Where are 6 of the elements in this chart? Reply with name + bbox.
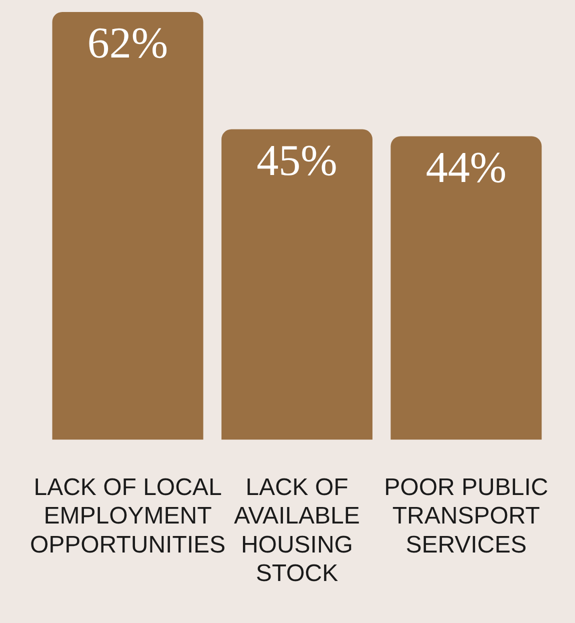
data-label: 44% — [426, 142, 506, 192]
data-label: 62% — [87, 18, 168, 68]
x-tick-label: POOR PUBLIC TRANSPORT SERVICES — [384, 474, 548, 558]
x-tick-label: LACK OF LOCAL EMPLOYMENT OPPORTUNITIES — [30, 474, 226, 558]
x-tick-label: LACK OF AVAILABLE HOUSING STOCK — [234, 474, 360, 588]
data-label: 45% — [256, 136, 338, 185]
